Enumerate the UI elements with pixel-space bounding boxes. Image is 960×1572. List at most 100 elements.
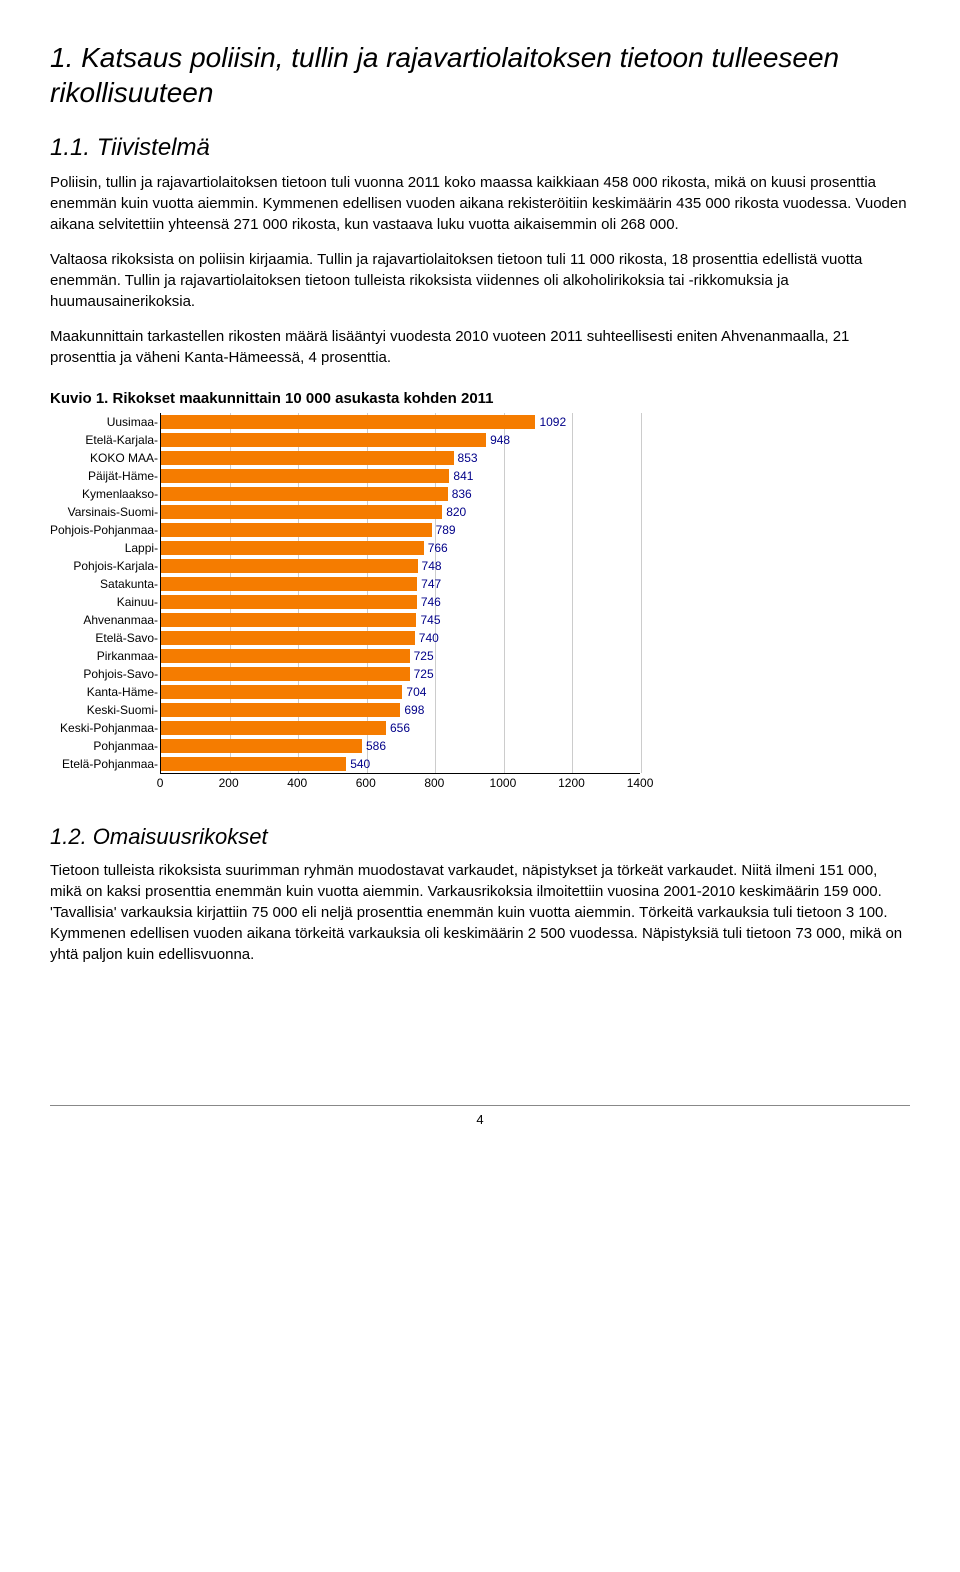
chart-y-labels: Uusimaa-Etelä-Karjala-KOKO MAA-Päijät-Hä… — [50, 413, 160, 794]
chart-bar — [161, 595, 417, 609]
chart-bar-row: 1092 — [161, 413, 640, 431]
chart-bar — [161, 469, 449, 483]
paragraph-1: Poliisin, tullin ja rajavartiolaitoksen … — [50, 172, 910, 235]
chart-y-label: Pirkanmaa- — [97, 647, 158, 665]
chart-bar-value: 725 — [414, 667, 434, 681]
chart-bar-row: 740 — [161, 629, 640, 647]
chart-y-label: Ahvenanmaa- — [83, 611, 158, 629]
chart-y-label: Kymenlaakso- — [82, 485, 158, 503]
chart-bar-value: 746 — [421, 595, 441, 609]
chart-y-label: Lappi- — [125, 539, 158, 557]
chart-bar-row: 747 — [161, 575, 640, 593]
chart-x-tick: 400 — [287, 776, 307, 790]
paragraph-3: Maakunnittain tarkastellen rikosten määr… — [50, 326, 910, 368]
chart-bar — [161, 703, 400, 717]
chart-bar-value: 841 — [453, 469, 473, 483]
chart-x-tick: 0 — [157, 776, 164, 790]
chart-bar-value: 586 — [366, 739, 386, 753]
chart-x-tick: 200 — [219, 776, 239, 790]
paragraph-2: Valtaosa rikoksista on poliisin kirjaami… — [50, 249, 910, 312]
chart-y-label: Keski-Suomi- — [87, 701, 158, 719]
chart-bar-row: 836 — [161, 485, 640, 503]
chart-bar — [161, 505, 442, 519]
chart-bar — [161, 613, 416, 627]
chart-y-label: Keski-Pohjanmaa- — [60, 719, 158, 737]
chart-y-label: Pohjois-Karjala- — [73, 557, 158, 575]
chart-bars: 1092 948 853 841 836 820 789 766 748 747 746 745 740… — [161, 413, 640, 773]
heading-sub-2: 1.2. Omaisuusrikokset — [50, 824, 910, 850]
chart-bar-value: 698 — [404, 703, 424, 717]
chart-bar-row: 748 — [161, 557, 640, 575]
chart-bar-value: 725 — [414, 649, 434, 663]
chart-y-label: Päijät-Häme- — [88, 467, 158, 485]
chart-x-axis: 0200400600800100012001400 — [160, 774, 640, 794]
chart-bar-row: 746 — [161, 593, 640, 611]
chart-x-tick: 1400 — [627, 776, 654, 790]
chart-bar — [161, 523, 432, 537]
chart-x-tick: 1200 — [558, 776, 585, 790]
chart-bar — [161, 685, 402, 699]
chart-y-label: Etelä-Savo- — [95, 629, 158, 647]
chart-title: Kuvio 1. Rikokset maakunnittain 10 000 a… — [50, 390, 910, 407]
chart-y-label: Varsinais-Suomi- — [68, 503, 158, 521]
chart-bar — [161, 559, 417, 573]
chart-bar — [161, 433, 486, 447]
chart-bar — [161, 451, 453, 465]
chart-region: Uusimaa-Etelä-Karjala-KOKO MAA-Päijät-Hä… — [50, 413, 910, 794]
chart-bar-value: 745 — [420, 613, 440, 627]
chart-x-tick: 800 — [424, 776, 444, 790]
heading-main: 1. Katsaus poliisin, tullin ja rajavarti… — [50, 40, 910, 110]
chart-bar-row: 789 — [161, 521, 640, 539]
chart-y-label: Satakunta- — [100, 575, 158, 593]
chart-bar-row: 698 — [161, 701, 640, 719]
chart-y-label: Etelä-Karjala- — [85, 431, 158, 449]
chart-bar — [161, 577, 417, 591]
chart-y-label: Etelä-Pohjanmaa- — [62, 755, 158, 773]
chart-y-label: Pohjois-Pohjanmaa- — [50, 521, 158, 539]
chart-bar-value: 656 — [390, 721, 410, 735]
chart-bar — [161, 649, 410, 663]
chart-bar-value: 789 — [436, 523, 456, 537]
chart-bar-value: 748 — [422, 559, 442, 573]
chart-bar-row: 725 — [161, 647, 640, 665]
chart-bar-value: 704 — [406, 685, 426, 699]
chart-bar-row: 656 — [161, 719, 640, 737]
chart-bar-row: 853 — [161, 449, 640, 467]
chart-bar-row: 725 — [161, 665, 640, 683]
chart-bar-value: 740 — [419, 631, 439, 645]
chart-y-label: Pohjois-Savo- — [83, 665, 158, 683]
chart-x-tick: 1000 — [490, 776, 517, 790]
chart-bar-value: 948 — [490, 433, 510, 447]
heading-sub-1: 1.1. Tiivistelmä — [50, 134, 910, 162]
chart-y-label: Kanta-Häme- — [87, 683, 158, 701]
chart-bar-value: 853 — [458, 451, 478, 465]
chart-bar-value: 836 — [452, 487, 472, 501]
chart-y-label: Uusimaa- — [107, 413, 158, 431]
chart-bar — [161, 415, 535, 429]
chart-bar — [161, 631, 415, 645]
chart-bar — [161, 487, 448, 501]
chart-y-label: Kainuu- — [117, 593, 158, 611]
chart-bar-row: 540 — [161, 755, 640, 773]
chart-bar-value: 820 — [446, 505, 466, 519]
chart-bar — [161, 757, 346, 771]
chart-bar-value: 1092 — [539, 415, 566, 429]
chart-bar — [161, 541, 424, 555]
chart-y-label: Pohjanmaa- — [93, 737, 158, 755]
chart-y-label: KOKO MAA- — [90, 449, 158, 467]
chart-bar-row: 766 — [161, 539, 640, 557]
chart-bar-value: 540 — [350, 757, 370, 771]
chart-bar — [161, 739, 362, 753]
chart-bar — [161, 721, 386, 735]
chart-bar-row: 820 — [161, 503, 640, 521]
page-number: 4 — [476, 1112, 483, 1127]
chart-bar-row: 704 — [161, 683, 640, 701]
paragraph-4: Tietoon tulleista rikoksista suurimman r… — [50, 860, 910, 965]
chart-x-tick: 600 — [356, 776, 376, 790]
chart-bar-row: 745 — [161, 611, 640, 629]
chart-bar-row: 841 — [161, 467, 640, 485]
page-footer: 4 — [50, 1105, 910, 1127]
chart-bar — [161, 667, 410, 681]
chart-bar-value: 747 — [421, 577, 441, 591]
chart-bar-value: 766 — [428, 541, 448, 555]
